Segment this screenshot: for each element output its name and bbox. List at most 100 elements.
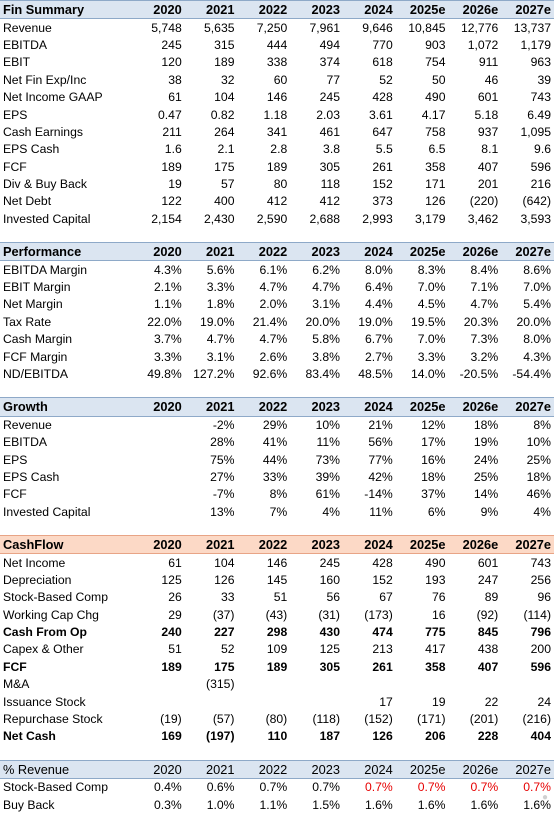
row-label: EBIT	[0, 54, 132, 71]
row-value: 19.5%	[396, 314, 449, 331]
year-header: 2026e	[449, 760, 502, 778]
row-value: -7%	[185, 486, 238, 503]
row-value: 444	[238, 37, 291, 54]
row-value: 228	[449, 728, 502, 745]
row-label: Tax Rate	[0, 314, 132, 331]
row-value: (31)	[290, 607, 343, 624]
pct-revenue-title: % Revenue	[0, 760, 132, 778]
row-value: (152)	[343, 711, 396, 728]
year-header: 2025e	[396, 1, 449, 19]
row-label: Repurchase Stock	[0, 711, 132, 728]
row-value: 19%	[449, 434, 502, 451]
row-value: (220)	[449, 193, 502, 210]
row-value: 200	[501, 641, 554, 658]
row-value: 0.4%	[132, 779, 185, 797]
row-value: 490	[396, 89, 449, 106]
row-value: 4.7%	[185, 331, 238, 348]
cashflow-row: Repurchase Stock(19)(57)(80)(118)(152)(1…	[0, 711, 554, 728]
row-value: 27%	[185, 469, 238, 486]
row-value: 201	[449, 176, 502, 193]
year-header: 2021	[185, 760, 238, 778]
row-value: 126	[185, 572, 238, 589]
row-label: FCF	[0, 159, 132, 176]
row-value: 407	[449, 659, 502, 676]
row-value: 461	[290, 124, 343, 141]
row-value: 2,590	[238, 211, 291, 228]
row-value: 14.0%	[396, 366, 449, 383]
row-value: 1.6%	[396, 796, 449, 813]
row-value: 29	[132, 607, 185, 624]
row-label: EBIT Margin	[0, 279, 132, 296]
row-value: 32	[185, 72, 238, 89]
cashflow-row: M&A(315)	[0, 676, 554, 693]
year-header: 2027e	[501, 760, 554, 778]
row-value: 647	[343, 124, 396, 141]
row-value: 6.1%	[238, 261, 291, 279]
row-value: 438	[449, 641, 502, 658]
row-label: Working Cap Chg	[0, 607, 132, 624]
row-value: 110	[238, 728, 291, 745]
row-label: ND/EBITDA	[0, 366, 132, 383]
row-value: 17%	[396, 434, 449, 451]
row-value: 596	[501, 159, 554, 176]
row-value: 2,993	[343, 211, 396, 228]
row-value: 3.1%	[185, 348, 238, 365]
row-value: 22.0%	[132, 314, 185, 331]
row-value: (114)	[501, 607, 554, 624]
row-value: 189	[132, 159, 185, 176]
row-value: 171	[396, 176, 449, 193]
row-value: 358	[396, 159, 449, 176]
row-value: 5,748	[132, 19, 185, 37]
row-value: 169	[132, 728, 185, 745]
row-value: 758	[396, 124, 449, 141]
row-value	[238, 676, 291, 693]
year-header: 2021	[185, 535, 238, 553]
row-value: 92.6%	[238, 366, 291, 383]
row-value: 305	[290, 659, 343, 676]
row-value: 8.6%	[501, 261, 554, 279]
row-value: 7.0%	[396, 279, 449, 296]
row-value: 20.3%	[449, 314, 502, 331]
row-value: 7.0%	[396, 331, 449, 348]
row-value: 160	[290, 572, 343, 589]
row-value: 7.3%	[449, 331, 502, 348]
row-label: Invested Capital	[0, 504, 132, 521]
row-value: 175	[185, 159, 238, 176]
row-value: 1.6%	[343, 796, 396, 813]
row-value: 18%	[396, 469, 449, 486]
row-value	[449, 676, 502, 693]
row-label: Net Cash	[0, 728, 132, 745]
row-value: 20.0%	[501, 314, 554, 331]
row-value: 42%	[343, 469, 396, 486]
row-value: 37%	[396, 486, 449, 503]
row-value: 937	[449, 124, 502, 141]
row-value: 77	[290, 72, 343, 89]
row-value: 96	[501, 589, 554, 606]
row-value: 4.4%	[343, 296, 396, 313]
row-value: 245	[290, 89, 343, 106]
row-value: 46%	[501, 486, 554, 503]
year-header: 2023	[290, 1, 343, 19]
row-value: 175	[185, 659, 238, 676]
row-value: 0.7%	[238, 779, 291, 797]
row-value: 2.1%	[132, 279, 185, 296]
row-value: 3.2%	[449, 348, 502, 365]
row-value: 9.6	[501, 141, 554, 158]
row-value: 50	[396, 72, 449, 89]
row-value: 118	[290, 176, 343, 193]
row-value: 12%	[396, 416, 449, 434]
row-value: 743	[501, 554, 554, 572]
row-value: 596	[501, 659, 554, 676]
row-value: 120	[132, 54, 185, 71]
row-value: 494	[290, 37, 343, 54]
year-header: 2022	[238, 760, 291, 778]
row-value: 4.7%	[290, 279, 343, 296]
